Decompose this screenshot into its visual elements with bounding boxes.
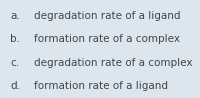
- Text: a.: a.: [10, 11, 20, 21]
- Text: degradation rate of a complex: degradation rate of a complex: [34, 58, 192, 68]
- Text: formation rate of a ligand: formation rate of a ligand: [34, 81, 168, 91]
- Text: formation rate of a complex: formation rate of a complex: [34, 34, 180, 44]
- Text: c.: c.: [10, 58, 19, 68]
- Text: degradation rate of a ligand: degradation rate of a ligand: [34, 11, 180, 21]
- Text: d.: d.: [10, 81, 20, 91]
- Text: b.: b.: [10, 34, 20, 44]
